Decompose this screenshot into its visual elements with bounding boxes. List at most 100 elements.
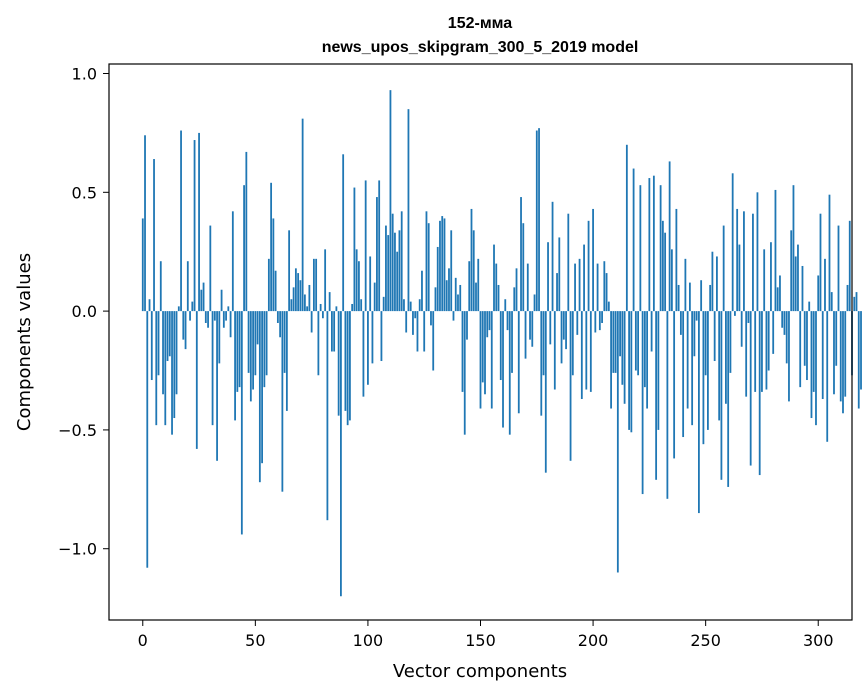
bar-140 xyxy=(457,294,459,312)
bar-265 xyxy=(738,244,741,312)
bar-270 xyxy=(749,311,752,466)
bar-6 xyxy=(155,311,158,426)
bar-96 xyxy=(358,261,360,312)
bar-78 xyxy=(317,311,320,376)
bar-210 xyxy=(614,311,617,373)
bar-82 xyxy=(326,311,329,521)
bar-164 xyxy=(511,311,513,373)
bar-227 xyxy=(652,175,655,312)
bar-285 xyxy=(783,311,786,335)
bar-220 xyxy=(637,311,640,376)
y-tick-label: 0.0 xyxy=(72,302,97,321)
bar-52 xyxy=(258,311,261,483)
bar-113 xyxy=(396,251,399,312)
bar-152 xyxy=(484,311,486,395)
bar-208 xyxy=(610,311,612,409)
bar-318 xyxy=(857,311,860,409)
bar-178 xyxy=(542,311,545,376)
bar-136 xyxy=(448,268,450,312)
bar-193 xyxy=(576,311,579,335)
bar-115 xyxy=(400,211,403,312)
bar-37 xyxy=(225,311,227,321)
bar-118 xyxy=(407,109,410,312)
bar-25 xyxy=(198,132,200,312)
bar-255 xyxy=(716,256,718,312)
bar-102 xyxy=(371,311,374,364)
bar-19 xyxy=(184,311,187,350)
bar-57 xyxy=(270,182,273,312)
bar-182 xyxy=(551,201,554,312)
bar-192 xyxy=(574,263,576,312)
bar-254 xyxy=(713,311,716,362)
bar-147 xyxy=(472,230,475,312)
bar-148 xyxy=(475,282,477,312)
bar-42 xyxy=(236,311,239,392)
bar-162 xyxy=(506,311,509,331)
bar-228 xyxy=(655,311,658,480)
bar-47 xyxy=(247,311,250,373)
bar-235 xyxy=(670,249,673,312)
bar-157 xyxy=(495,263,498,312)
bar-185 xyxy=(558,237,561,312)
x-tick-label: 50 xyxy=(245,631,265,650)
bar-81 xyxy=(324,249,327,312)
bar-202 xyxy=(596,263,599,312)
bar-207 xyxy=(607,301,610,312)
bar-316 xyxy=(853,296,856,312)
bar-151 xyxy=(481,311,484,383)
bar-107 xyxy=(382,296,385,312)
y-tick-label: −1.0 xyxy=(58,540,97,559)
bar-298 xyxy=(812,311,815,392)
bar-279 xyxy=(770,242,772,312)
bar-252 xyxy=(709,284,712,312)
x-tick-label: 100 xyxy=(353,631,384,650)
bar-274 xyxy=(758,311,761,476)
bar-67 xyxy=(292,287,295,312)
bar-48 xyxy=(249,311,252,402)
bar-128 xyxy=(430,311,432,326)
bar-223 xyxy=(643,311,646,388)
bar-244 xyxy=(691,311,694,426)
bar-306 xyxy=(830,292,833,312)
bar-218 xyxy=(632,168,635,312)
bar-0 xyxy=(141,218,144,312)
bar-188 xyxy=(565,311,567,350)
bar-233 xyxy=(666,311,669,499)
bar-186 xyxy=(560,311,563,364)
bar-95 xyxy=(355,249,358,312)
bar-154 xyxy=(488,311,491,331)
x-tick-label: 250 xyxy=(690,631,721,650)
bar-181 xyxy=(549,311,552,345)
bar-29 xyxy=(207,311,209,328)
bar-292 xyxy=(799,311,802,388)
bar-138 xyxy=(452,311,455,321)
bar-175 xyxy=(535,130,538,312)
bar-217 xyxy=(630,311,633,433)
bar-236 xyxy=(673,311,676,459)
bar-30 xyxy=(209,225,212,312)
bar-184 xyxy=(556,273,558,312)
bar-243 xyxy=(688,282,691,312)
bar-34 xyxy=(218,311,221,364)
bar-50 xyxy=(254,311,257,376)
bar-219 xyxy=(634,311,637,371)
bar-150 xyxy=(479,311,482,409)
bar-101 xyxy=(369,256,372,312)
bar-46 xyxy=(245,151,248,312)
bar-23 xyxy=(193,140,196,312)
bar-205 xyxy=(603,261,606,312)
y-axis-ticks: −1.0 −0.5 0.0 0.5 1.0 xyxy=(58,65,109,559)
bar-126 xyxy=(425,211,428,312)
bar-300 xyxy=(817,275,820,312)
bar-238 xyxy=(677,284,680,312)
bar-14 xyxy=(173,311,176,419)
bar-303 xyxy=(824,258,826,312)
bar-3 xyxy=(148,299,151,312)
bar-65 xyxy=(288,230,291,312)
bar-183 xyxy=(553,311,556,390)
bar-33 xyxy=(216,311,218,461)
bar-27 xyxy=(202,282,205,312)
x-axis-ticks: 0 50 100 150 200 250 300 xyxy=(138,620,834,650)
bar-125 xyxy=(423,311,426,352)
bar-71 xyxy=(301,118,304,312)
